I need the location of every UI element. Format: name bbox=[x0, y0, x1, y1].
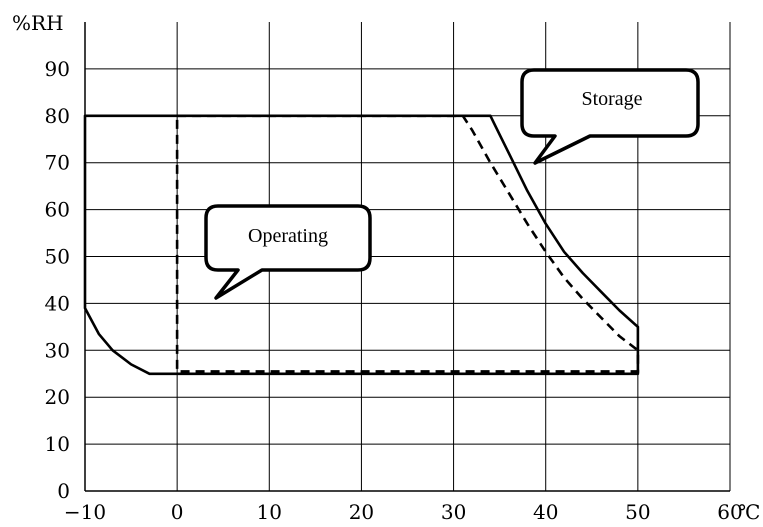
series-line-operating bbox=[175, 114, 640, 373]
operating-callout: Operating bbox=[204, 204, 372, 300]
x-tick-label: 0 bbox=[171, 500, 184, 524]
series-line-storage bbox=[83, 114, 640, 376]
y-tick-label: 90 bbox=[45, 57, 70, 81]
x-tick-label: 40 bbox=[533, 500, 558, 524]
series bbox=[83, 114, 640, 376]
y-tick-labels: 0 10 20 30 40 50 60 70 80 90 bbox=[45, 57, 70, 503]
x-tick-label: 50 bbox=[625, 500, 650, 524]
operating-callout-bubble bbox=[204, 204, 372, 300]
x-axis-unit: ℃ bbox=[738, 500, 760, 524]
storage-callout-bubble bbox=[520, 68, 700, 165]
x-tick-label: 10 bbox=[257, 500, 282, 524]
y-tick-label: 0 bbox=[57, 479, 70, 503]
y-tick-label: 40 bbox=[45, 291, 70, 315]
y-tick-label: 70 bbox=[45, 151, 70, 175]
x-tick-label: 60 bbox=[717, 500, 742, 524]
x-tick-label: 30 bbox=[441, 500, 466, 524]
y-tick-label: 50 bbox=[45, 245, 70, 269]
operating-callout-label: Operating bbox=[248, 225, 328, 247]
y-tick-label: 10 bbox=[45, 432, 70, 456]
x-tick-label: −10 bbox=[64, 500, 106, 524]
x-tick-labels: −10 0 10 20 30 40 50 60 bbox=[64, 500, 743, 524]
y-axis-unit: %RH bbox=[12, 11, 64, 35]
y-tick-label: 60 bbox=[45, 198, 70, 222]
y-tick-label: 30 bbox=[45, 338, 70, 362]
storage-callout: Storage bbox=[520, 68, 700, 165]
x-tick-label: 20 bbox=[349, 500, 374, 524]
y-tick-label: 80 bbox=[45, 104, 70, 128]
y-tick-label: 20 bbox=[45, 385, 70, 409]
storage-callout-label: Storage bbox=[581, 88, 642, 110]
